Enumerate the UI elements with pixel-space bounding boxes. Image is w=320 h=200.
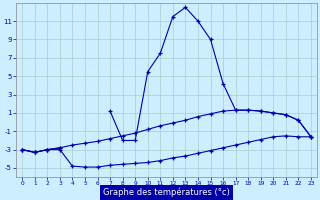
X-axis label: Graphe des températures (°c): Graphe des températures (°c) [103, 188, 230, 197]
